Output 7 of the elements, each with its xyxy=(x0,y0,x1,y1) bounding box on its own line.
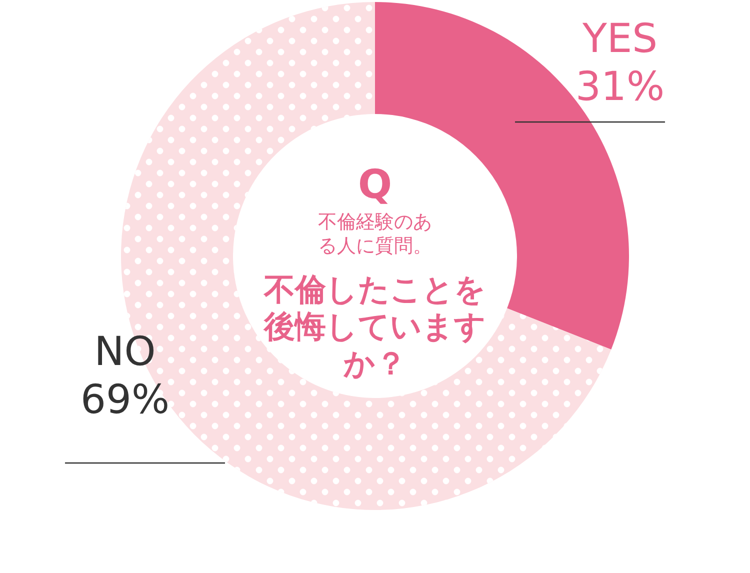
slice-label: YES xyxy=(581,16,658,62)
data-label: 69% xyxy=(80,377,170,423)
text: Q xyxy=(358,162,392,208)
text: 不倫経験のある人に質問。 xyxy=(318,211,432,257)
slice-label: NO xyxy=(94,329,156,375)
text: 不倫したことを後悔していますか？ xyxy=(263,272,486,382)
data-label: 31% xyxy=(576,64,664,110)
